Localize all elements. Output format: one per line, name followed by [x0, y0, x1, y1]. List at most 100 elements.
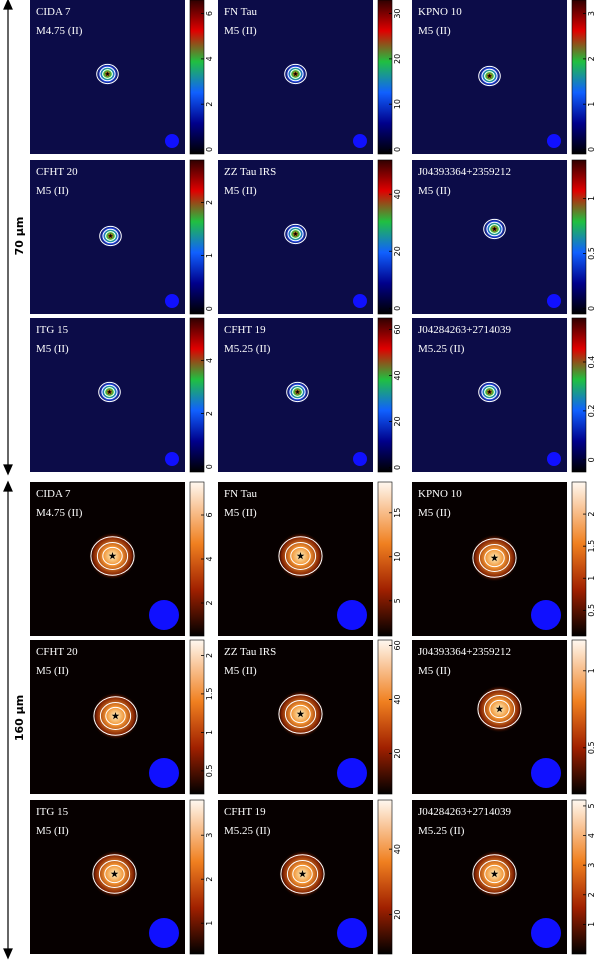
- spectral-type: M5 (II): [418, 507, 451, 519]
- spectral-type: M5 (II): [224, 507, 257, 519]
- spectral-type: M5 (II): [224, 25, 257, 37]
- colorbar: [377, 317, 393, 473]
- colorbar-tick-label: 30: [393, 8, 402, 18]
- contour: [484, 864, 505, 884]
- colorbar-tick-label: 1.5: [587, 540, 596, 553]
- contour: [290, 229, 301, 239]
- colorbar-tick-label: 2: [205, 600, 214, 605]
- beam: [531, 918, 561, 948]
- spectral-type: M5 (II): [36, 665, 69, 677]
- colorbar-tick-label: 20: [393, 416, 402, 426]
- colorbar-tick-label: 40: [393, 844, 402, 854]
- colorbar-tick-label: 0: [393, 147, 402, 152]
- colorbar-tick-label: 3: [587, 11, 596, 16]
- spectral-type: M5 (II): [418, 665, 451, 677]
- band-arrows: [3, 0, 13, 960]
- beam: [165, 294, 179, 308]
- contour: [472, 854, 517, 894]
- colorbar-tick-label: 0: [587, 147, 596, 152]
- contour: [99, 702, 132, 730]
- colorbar-tick-label: 1: [587, 668, 596, 673]
- contour: [478, 381, 501, 403]
- contour: [483, 695, 516, 723]
- panel: ZZ Tau IRS M5 (II) 20 40 60: [218, 639, 402, 795]
- beam: [165, 134, 179, 148]
- source-name: ITG 15: [36, 324, 69, 336]
- star-marker: [110, 870, 119, 878]
- colorbar-tick-label: 10: [393, 99, 402, 109]
- star-marker: [296, 552, 305, 560]
- colorbar-tick-label: 60: [393, 324, 402, 334]
- star-marker: [296, 710, 305, 718]
- contour: [286, 860, 319, 888]
- colorbar-tick-label: 15: [393, 508, 402, 518]
- contour: [284, 700, 317, 728]
- colorbar-tick-label: 2: [205, 200, 214, 205]
- colorbar-tick-label: 1: [587, 196, 596, 201]
- panel: J04284263+2714039 M5.25 (II) 1 2 3 4 5: [412, 799, 596, 955]
- star-marker: [107, 389, 112, 394]
- star-marker: [495, 705, 504, 713]
- colorbar: [377, 639, 393, 795]
- star-marker: [298, 870, 307, 878]
- panel: KPNO 10 M5 (II) 0 1 2 3: [412, 0, 596, 155]
- star-marker: [293, 71, 298, 76]
- spectral-type: M5 (II): [418, 185, 451, 197]
- source-name: J04284263+2714039: [418, 324, 511, 336]
- spectral-type: M5 (II): [36, 185, 69, 197]
- star-marker: [108, 233, 113, 238]
- source-name: CFHT 19: [224, 806, 266, 818]
- panel: CFHT 20 M5 (II) 0.5 1 1.5 2: [30, 639, 214, 795]
- colorbar-tick-label: 4: [205, 358, 214, 363]
- contour: [102, 69, 113, 79]
- contour: [484, 71, 495, 81]
- spectral-type: M5 (II): [36, 343, 69, 355]
- colorbar: [571, 317, 587, 473]
- colorbar-tick-label: 0.4: [587, 356, 596, 369]
- band-label: 160 µm: [13, 695, 26, 741]
- beam: [149, 918, 179, 948]
- band-label: 70 µm: [13, 217, 26, 256]
- spectral-type: M5 (II): [418, 25, 451, 37]
- colorbar-tick-label: 4: [205, 556, 214, 561]
- star-marker: [293, 231, 298, 236]
- contour: [98, 381, 121, 403]
- contour: [287, 66, 304, 82]
- source-name: FN Tau: [224, 6, 257, 18]
- contour: [486, 221, 503, 237]
- beam: [547, 134, 561, 148]
- beam: [547, 294, 561, 308]
- colorbar-tick-label: 0: [205, 464, 214, 469]
- contour: [478, 65, 501, 87]
- source-name: CIDA 7: [36, 488, 71, 500]
- colorbar: [189, 317, 205, 473]
- panel: J04284263+2714039 M5.25 (II) 0 0.2 0.4: [412, 317, 596, 473]
- contour: [287, 226, 304, 242]
- contour: [478, 860, 511, 888]
- contour: [98, 860, 131, 888]
- source-name: KPNO 10: [418, 488, 462, 500]
- colorbar: [571, 799, 587, 955]
- beam: [531, 600, 561, 630]
- source-name: J04393364+2359212: [418, 166, 511, 178]
- star-marker: [487, 73, 492, 78]
- colorbar: [189, 799, 205, 955]
- contour: [104, 387, 115, 397]
- colorbar-tick-label: 4: [205, 56, 214, 61]
- source-name: J04284263+2714039: [418, 806, 511, 818]
- star-marker: [490, 870, 499, 878]
- colorbar: [189, 639, 205, 795]
- star-marker: [492, 226, 497, 231]
- colorbar-tick-label: 3: [205, 833, 214, 838]
- colorbar-tick-label: 0.5: [587, 247, 596, 260]
- spectral-type: M5 (II): [224, 665, 257, 677]
- panel: FN Tau M5 (II) 5 10 15: [218, 481, 402, 637]
- contour: [99, 225, 122, 247]
- colorbar-tick-label: 6: [205, 11, 214, 16]
- contour: [481, 384, 498, 400]
- contour: [484, 387, 495, 397]
- panel: ITG 15 M5 (II) 0 2 4: [30, 317, 214, 473]
- contour: [478, 544, 511, 572]
